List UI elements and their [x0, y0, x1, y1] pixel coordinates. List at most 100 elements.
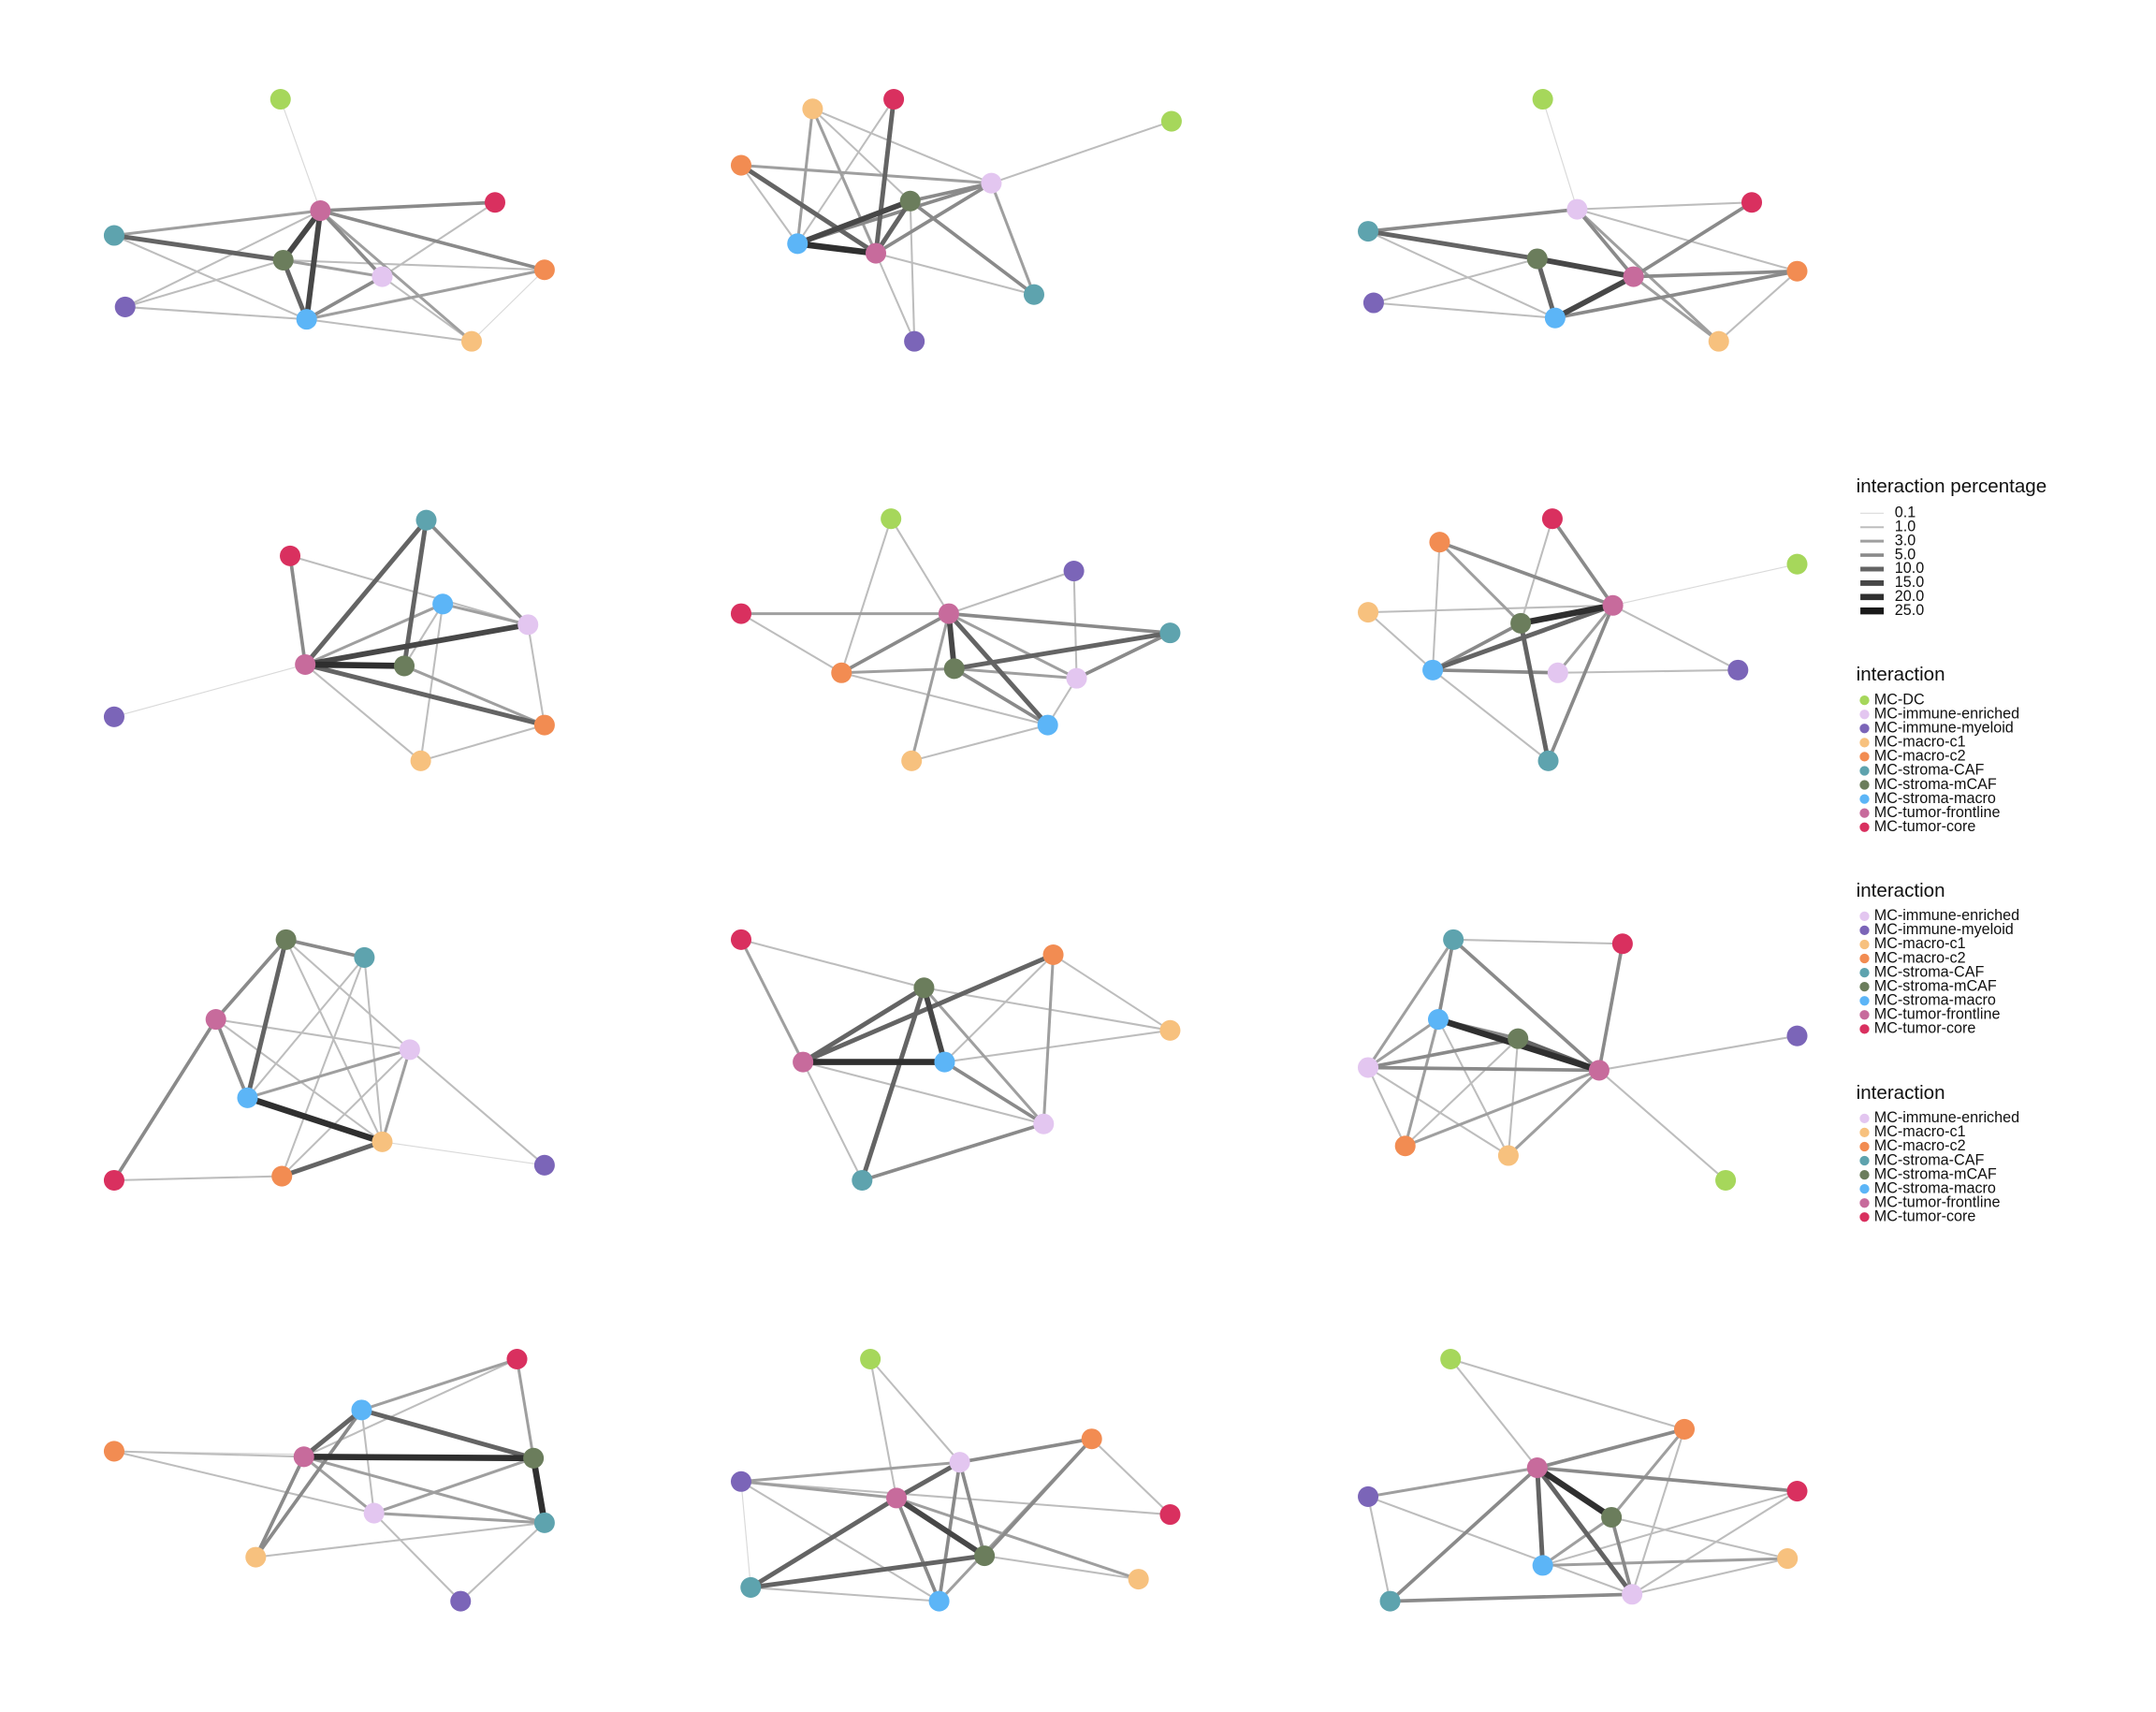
edge	[802, 1061, 1044, 1125]
edge	[289, 554, 529, 626]
edge	[1075, 631, 1172, 680]
edge	[739, 163, 878, 256]
legend-label: MC-immune-enriched	[1874, 907, 2019, 924]
legend-swatch	[1859, 752, 1870, 762]
edge	[1631, 1490, 1799, 1596]
node	[1532, 89, 1553, 110]
node	[533, 1512, 555, 1533]
node	[1128, 1569, 1149, 1590]
legend-title: interaction	[1857, 1082, 1945, 1104]
edge	[1518, 622, 1551, 762]
node	[899, 190, 921, 212]
node	[523, 1447, 545, 1469]
edge	[1367, 228, 1538, 261]
edge	[1537, 1427, 1685, 1470]
node	[1537, 750, 1559, 771]
edge	[1535, 1466, 1635, 1596]
edge	[113, 1450, 374, 1514]
edge	[875, 252, 1035, 296]
edge	[1577, 201, 1753, 211]
node	[517, 614, 539, 636]
edge	[740, 612, 842, 674]
edge	[983, 1437, 1094, 1558]
edge	[1432, 542, 1441, 670]
legend-label: MC-stroma-macro	[1874, 991, 1996, 1008]
legend-swatch	[1859, 925, 1870, 936]
edge	[1367, 611, 1434, 671]
legend-swatch	[1859, 695, 1870, 706]
edge	[1597, 943, 1624, 1071]
edge	[948, 612, 1078, 680]
node	[103, 225, 124, 246]
legend-swatch	[1859, 939, 1870, 950]
edge	[1367, 1017, 1439, 1069]
node	[1358, 1485, 1379, 1507]
network	[103, 509, 555, 771]
edge	[283, 258, 383, 279]
edge	[1367, 1036, 1519, 1070]
edge	[515, 1358, 535, 1459]
edge	[739, 939, 805, 1063]
edge	[750, 1586, 940, 1602]
edge	[254, 1409, 363, 1558]
legend-label: MC-stroma-macro	[1874, 790, 1996, 807]
edge	[319, 209, 473, 343]
edge	[740, 164, 799, 244]
edge	[1373, 257, 1538, 304]
node	[1532, 1555, 1553, 1576]
node	[852, 1169, 873, 1191]
edge	[795, 109, 814, 244]
edge	[959, 1437, 1093, 1465]
edge	[796, 198, 911, 247]
edge	[381, 1048, 412, 1143]
node	[1547, 662, 1568, 683]
network	[1358, 89, 1808, 352]
edge	[1535, 1465, 1613, 1520]
node	[1526, 1457, 1548, 1479]
network	[730, 89, 1182, 352]
edge	[954, 666, 1077, 680]
legend-swatch	[1859, 1198, 1870, 1208]
edge	[1367, 230, 1556, 319]
edge	[1553, 274, 1635, 321]
edge	[420, 724, 546, 762]
node	[1508, 1028, 1529, 1049]
edge	[750, 1496, 898, 1590]
edge	[281, 1048, 411, 1178]
edge	[304, 662, 546, 727]
node	[860, 1348, 881, 1370]
node	[103, 1441, 124, 1462]
edge	[1632, 275, 1720, 343]
node	[1623, 266, 1644, 287]
node	[271, 1165, 293, 1187]
node	[1708, 330, 1729, 352]
legend-swatch	[1859, 953, 1870, 964]
node	[460, 330, 483, 352]
edge	[403, 603, 444, 666]
node	[272, 249, 294, 271]
edge	[363, 957, 384, 1142]
edge	[895, 1497, 941, 1602]
node	[974, 1545, 996, 1567]
legend-label: MC-macro-c2	[1874, 1137, 1966, 1154]
legend-label: MC-tumor-core	[1874, 818, 1976, 835]
node	[506, 1348, 528, 1370]
node	[1601, 1506, 1623, 1528]
edge	[281, 1139, 384, 1178]
legend-title: interaction percentage	[1857, 476, 2047, 497]
node	[1727, 659, 1749, 680]
node	[533, 1154, 555, 1176]
node	[293, 1446, 314, 1468]
edge	[740, 1481, 751, 1588]
node	[1063, 561, 1085, 582]
node	[393, 655, 415, 677]
edge	[873, 199, 912, 255]
node	[730, 154, 752, 176]
network	[1358, 508, 1808, 771]
node	[1497, 1145, 1519, 1166]
edge	[875, 253, 916, 343]
node	[270, 89, 291, 110]
edge	[303, 1455, 546, 1525]
node	[363, 1502, 385, 1524]
legend-swatch	[1859, 911, 1870, 921]
